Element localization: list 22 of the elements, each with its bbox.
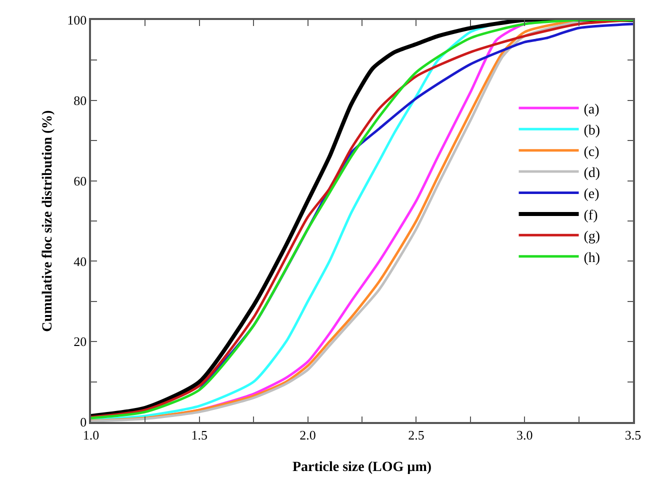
legend-label: (g) (584, 230, 600, 245)
x-tick-label: 3.5 (624, 427, 642, 442)
x-tick-label: 1.0 (82, 427, 100, 442)
legend-label: (b) (584, 124, 600, 139)
x-tick-label: 2.0 (300, 427, 316, 442)
y-tick-label: 100 (67, 12, 87, 28)
y-tick-label: 60 (74, 173, 87, 188)
legend-label: (h) (584, 250, 600, 266)
x-axis-title: Particle size (LOG µm) (292, 460, 432, 476)
x-tick-label: 3.0 (516, 427, 533, 442)
legend-label: (c) (584, 144, 600, 160)
y-axis-title: Cumulative floc size distribution (%) (40, 110, 56, 332)
y-tick-label: 0 (80, 414, 87, 430)
legend-label: (a) (584, 102, 600, 118)
legend-label: (f) (584, 208, 598, 224)
legend-label: (d) (584, 166, 600, 182)
y-tick-label: 40 (74, 254, 87, 269)
legend-label: (e) (584, 187, 600, 202)
x-tick-label: 2.5 (408, 427, 424, 442)
y-tick-label: 80 (74, 92, 87, 108)
x-tick-label: 1.5 (191, 427, 208, 442)
y-tick-label: 20 (74, 334, 87, 350)
